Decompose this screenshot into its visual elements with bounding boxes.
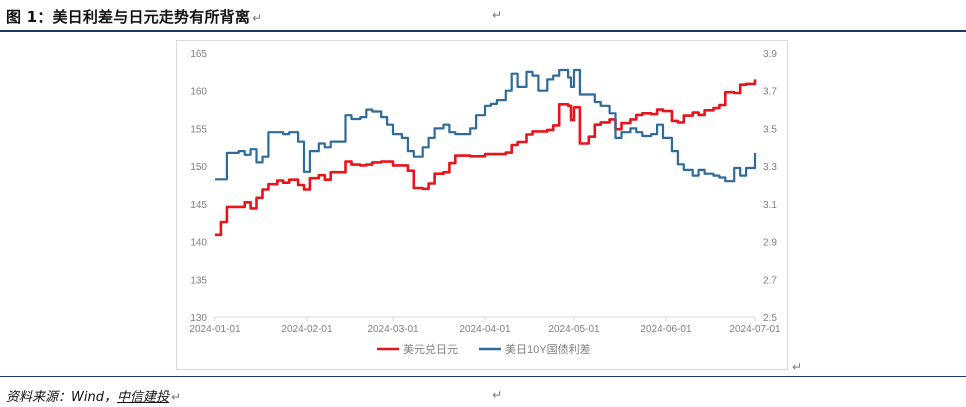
y-right-tick-label: 3.9	[763, 49, 777, 60]
legend-spread-label: 美日10Y国债利差	[505, 342, 591, 356]
y-left-tick-label: 140	[190, 238, 207, 249]
y-right-tick-label: 3.7	[763, 87, 777, 98]
x-tick-label: 2024-01-01	[189, 324, 241, 335]
y-left-tick-label: 130	[190, 313, 207, 324]
y-left-tick-label: 145	[190, 200, 207, 211]
y-left-tick-label: 135	[190, 275, 207, 286]
y-right-tick-label: 3.1	[763, 200, 777, 211]
y-left-tick-label: 155	[190, 124, 207, 135]
x-tick-label: 2024-04-01	[459, 324, 511, 335]
y-right-tick-label: 2.5	[763, 313, 777, 324]
return-mark-footer: ↵	[170, 390, 182, 404]
y-right-tick-label: 2.9	[763, 238, 777, 249]
source-prefix: 资料来源：Wind，	[6, 390, 117, 405]
x-tick-label: 2024-02-01	[281, 324, 333, 335]
y-left-tick-label: 150	[190, 162, 207, 173]
y-right-tick-label: 2.7	[763, 275, 777, 286]
series-usdjpy-line	[215, 79, 757, 237]
return-mark-center: ↵	[492, 8, 503, 22]
source-brand: 中信建投	[116, 390, 169, 405]
legend-usdjpy-label: 美元兑日元	[403, 342, 458, 356]
x-tick-label: 2024-05-01	[548, 324, 600, 335]
source-note: 资料来源：Wind，中信建投 ↵	[6, 386, 181, 405]
return-mark-chart: ↵	[792, 360, 803, 374]
figure-title: 图 1：美日利差与日元走势有所背离 ↵	[6, 6, 262, 27]
y-right-tick-label: 3.3	[763, 162, 777, 173]
y-right-tick-label: 3.5	[763, 124, 777, 135]
y-left-tick-label: 160	[190, 87, 207, 98]
line-chart: 130 135 140 145 150 155 160 165 2.5 2.7 2.9 3.1 3.3 3…	[189, 49, 781, 356]
y-left-tick-label: 165	[190, 49, 207, 60]
x-tick-label: 2024-07-01	[729, 324, 781, 335]
x-tick-label: 2024-06-01	[640, 324, 692, 335]
footer-rule	[0, 376, 966, 377]
series-spread-line	[215, 68, 757, 183]
return-mark-footer-center: ↵	[492, 388, 503, 402]
chart-container: 130 135 140 145 150 155 160 165 2.5 2.7 2.9 3.1 3.3 3…	[176, 40, 788, 370]
title-rule	[0, 30, 966, 32]
figure-title-text: 图 1：美日利差与日元走势有所背离	[6, 8, 251, 26]
return-mark: ↵	[252, 11, 263, 25]
x-tick-label: 2024-03-01	[367, 324, 419, 335]
